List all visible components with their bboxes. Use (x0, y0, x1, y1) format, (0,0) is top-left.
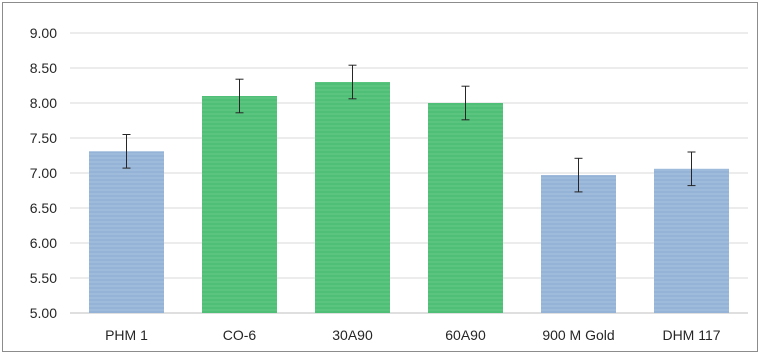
y-tick-label: 7.00 (30, 165, 57, 181)
y-tick-label: 6.00 (30, 235, 57, 251)
bar (89, 151, 164, 313)
x-category-label: 60A90 (445, 327, 486, 343)
x-category-label: PHM 1 (105, 327, 148, 343)
x-category-label: DHM 117 (662, 327, 720, 343)
x-category-label: 900 M Gold (542, 327, 614, 343)
bar (315, 82, 390, 313)
bars (89, 82, 729, 313)
bar (541, 175, 616, 313)
y-tick-label: 5.00 (30, 305, 57, 321)
bar (202, 96, 277, 313)
x-category-label: CO-6 (223, 327, 257, 343)
error-bars (122, 64, 696, 193)
y-tick-label: 7.50 (30, 130, 57, 146)
y-tick-label: 6.50 (30, 200, 57, 216)
x-axis-labels: PHM 1 CO-6 30A90 60A90 900 M Gold DHM 117 (105, 327, 721, 343)
x-category-label: 30A90 (332, 327, 373, 343)
y-tick-label: 8.00 (30, 95, 57, 111)
y-tick-label: 5.50 (30, 270, 57, 286)
y-tick-label: 9.00 (30, 25, 57, 41)
gridlines (70, 32, 748, 314)
y-axis-ticks: 5.00 5.50 6.00 6.50 7.00 7.50 8.00 8.50 9.00 (30, 25, 57, 321)
bar (654, 168, 729, 313)
bar (428, 103, 503, 313)
y-tick-label: 8.50 (30, 60, 57, 76)
